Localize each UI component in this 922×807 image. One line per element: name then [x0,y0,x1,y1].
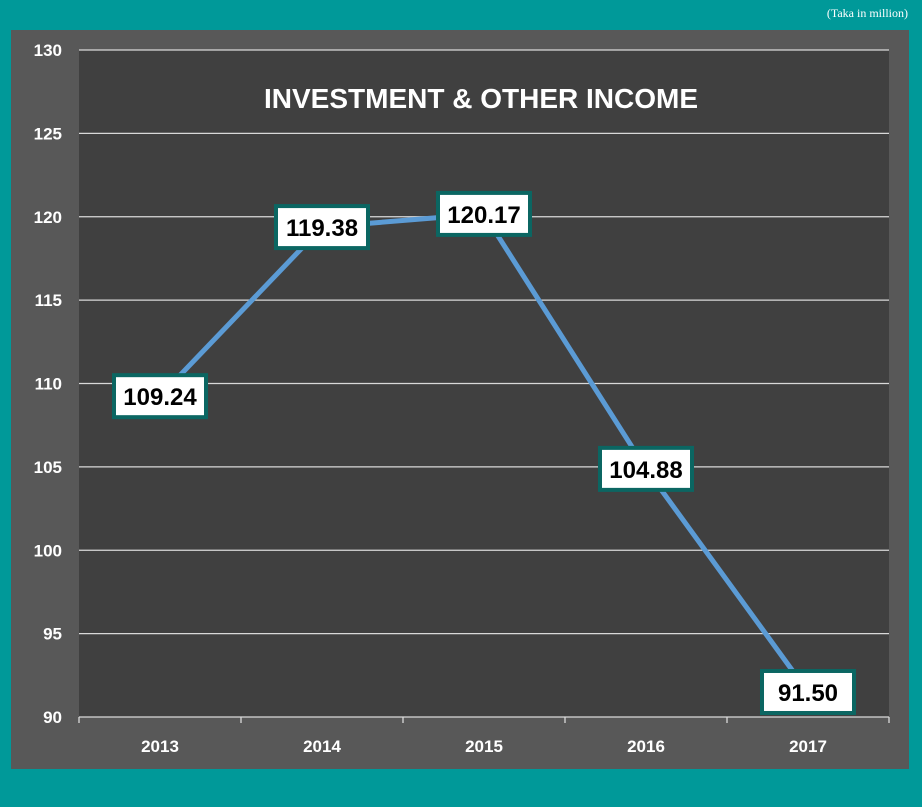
series-segment-2015-2016 [481,211,649,472]
series-segment-2013-2014 [157,224,325,399]
series-investment-income [157,211,811,695]
x-tick-label-2017: 2017 [789,737,827,756]
data-label-box-2013 [112,373,208,420]
data-label-box-2017 [760,668,856,715]
y-tick-label: 120 [34,208,62,227]
data-label-box-2015 [436,190,532,237]
series-segment-2016-2017 [643,466,811,695]
data-labels: 109.24 119.38 120.17 104.88 91.50 [112,190,856,715]
y-tick-label: 110 [35,375,62,394]
y-tick-label: 95 [43,625,62,644]
data-label-2014: 119.38 [286,215,358,242]
y-tick-label: 105 [34,458,62,477]
x-tick-label-2016: 2016 [627,737,665,756]
y-tick-label: 90 [43,708,62,727]
data-label-2015: 120.17 [447,202,520,229]
data-label-box-2014 [274,204,370,251]
y-tick-label: 125 [34,124,62,143]
x-tick-label-2014: 2014 [303,737,341,756]
x-tick-label-2013: 2013 [141,737,179,756]
y-tick-label: 130 [34,41,62,60]
x-tick-label-2015: 2015 [465,737,503,756]
data-label-2017: 91.50 [778,680,838,707]
data-label-box-2016 [598,445,694,492]
chart-title: INVESTMENT & OTHER INCOME [264,83,698,114]
data-label-2013: 109.24 [123,384,197,411]
unit-note: (Taka in million) [826,6,908,20]
y-tick-label: 115 [35,291,62,310]
x-axis-ticks: 2013 2014 2015 2016 2017 [141,737,827,756]
y-axis-ticks: 90 95 100 105 110 115 120 125 130 [34,41,62,727]
data-label-2016: 104.88 [609,457,682,484]
y-tick-label: 100 [34,541,62,560]
